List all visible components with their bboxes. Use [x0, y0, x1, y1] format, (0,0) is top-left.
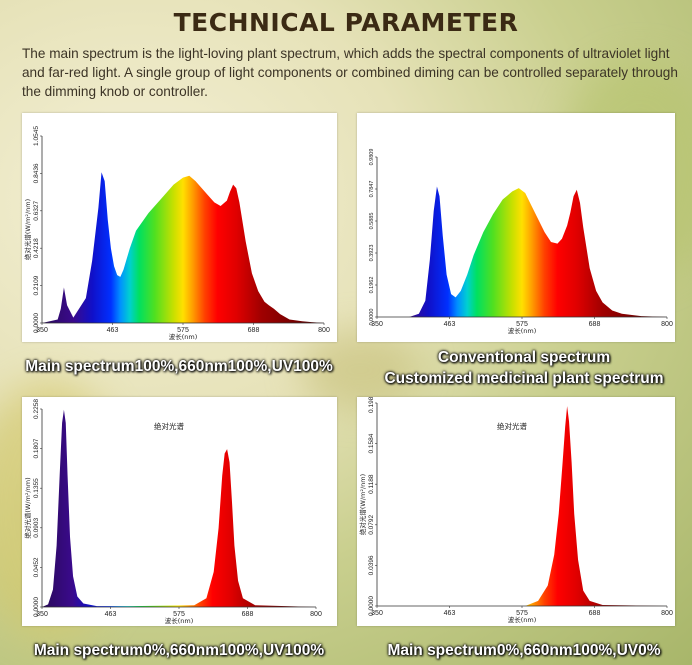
y-tick-label: 0.7847 [369, 181, 375, 198]
spectrum-chart-4: 350 463 575 688 800 0.0000 0.0396 0.0792 0.1188 0… [357, 397, 675, 626]
y-tick-label: 1.0545 [33, 126, 40, 146]
spectrum-area [42, 409, 316, 607]
y-tick-label: 0.2109 [33, 275, 40, 295]
y-tick-label: 0.0792 [368, 514, 375, 534]
y-tick-label: 0.6327 [33, 200, 40, 220]
y-tick-label: 0.0396 [368, 555, 375, 575]
background-blur [300, 330, 420, 410]
x-tick-label: 688 [248, 327, 260, 334]
caption-chart-1: Main spectrum100%,660nm100%,UV100% [25, 358, 333, 375]
y-tick-label: 0.9809 [369, 149, 375, 166]
y-tick-label: 0.1584 [368, 433, 375, 453]
x-tick-label: 800 [310, 611, 322, 618]
axis-line [376, 403, 667, 607]
x-axis-label: 波长(nm) [508, 326, 537, 335]
x-tick-label: 800 [318, 327, 330, 334]
chart-title: 绝对光谱 [497, 421, 527, 431]
x-tick-label: 575 [516, 610, 528, 617]
y-tick-label: 0.8436 [33, 163, 40, 183]
caption-chart-2-line-1: Conventional spectrum [437, 349, 611, 366]
x-tick-label: 350 [36, 611, 48, 618]
y-tick-label: 0.3923 [369, 245, 375, 262]
y-axis-label: 绝对光谱(W/m²/nm) [23, 199, 32, 260]
y-axis-label: 绝对光谱(W/m²/nm) [358, 474, 367, 535]
x-tick-label: 463 [444, 610, 456, 617]
x-tick-label: 575 [516, 321, 528, 328]
caption-chart-3: Main spectrum0%,660nm100%,UV100% [33, 642, 325, 659]
y-tick-label: 0.0000 [369, 309, 375, 326]
spectrum-chart-2: 350 463 575 688 800 0.0000 0.1962 0.3923 0.5885 0… [357, 113, 675, 342]
chart-svg: 350 463 575 688 800 0.0000 0.0452 0.0903 0.1355 0… [23, 399, 322, 625]
x-tick-label: 463 [444, 321, 456, 328]
x-tick-label: 575 [177, 327, 189, 334]
y-tick-label: 0.0000 [368, 596, 375, 616]
y-tick-label: 0.2258 [33, 399, 40, 419]
y-tick-label: 0.1355 [33, 478, 40, 498]
x-tick-label: 463 [105, 611, 117, 618]
y-tick-label: 0.0000 [33, 597, 40, 617]
x-tick-label: 688 [242, 611, 254, 618]
axis-line [41, 409, 316, 608]
y-tick-label: 0.1807 [33, 438, 40, 458]
spectrum-chart-1: 350 463 575 688 800 0.0000 0.2109 0.4218 0.6327 0… [22, 113, 337, 342]
caption-chart-4: Main spectrum0%,660nm100%,UV0% [387, 642, 661, 659]
chart-svg: 350 463 575 688 800 0.0000 0.2109 0.4218 0.6327 0… [23, 126, 330, 341]
y-tick-label: 0.1962 [369, 277, 375, 294]
page-title: TECHNICAL PARAMETER [173, 8, 519, 37]
y-tick-label: 0.1980 [368, 397, 375, 413]
x-tick-label: 688 [589, 610, 601, 617]
x-axis-label: 波长(nm) [169, 332, 198, 341]
spectrum-area [377, 186, 667, 317]
y-tick-label: 0.0903 [33, 517, 40, 537]
x-tick-label: 688 [589, 321, 601, 328]
x-tick-label: 800 [661, 321, 673, 328]
x-tick-label: 350 [371, 610, 383, 617]
x-tick-label: 800 [661, 610, 673, 617]
x-axis-label: 波长(nm) [165, 616, 194, 625]
caption-chart-2-line-2: Customized medicinal plant spectrum [384, 370, 664, 387]
y-tick-label: 0.5885 [369, 213, 375, 230]
y-tick-label: 0.0452 [33, 557, 40, 577]
chart-svg: 350 463 575 688 800 0.0000 0.1962 0.3923 0.5885 0… [369, 149, 673, 335]
spectrum-area [377, 406, 667, 606]
x-tick-label: 350 [371, 321, 383, 328]
x-axis-label: 波长(nm) [508, 615, 537, 624]
y-tick-label: 0.4218 [33, 238, 40, 258]
y-tick-label: 0.1188 [368, 474, 375, 494]
x-tick-label: 463 [107, 327, 119, 334]
chart-title: 绝对光谱 [154, 421, 184, 431]
x-tick-label: 350 [36, 327, 48, 334]
spectrum-chart-3: 350 463 575 688 800 0.0000 0.0452 0.0903 0.1355 0… [22, 397, 337, 626]
y-axis-label: 绝对光谱(W/m²/nm) [23, 477, 32, 538]
x-tick-label: 575 [173, 611, 185, 618]
y-tick-label: 0.0000 [33, 313, 40, 333]
chart-svg: 350 463 575 688 800 0.0000 0.0396 0.0792 0.1188 0… [358, 397, 673, 624]
page-description: The main spectrum is the light-loving pl… [22, 46, 678, 99]
spectrum-area [42, 172, 324, 323]
